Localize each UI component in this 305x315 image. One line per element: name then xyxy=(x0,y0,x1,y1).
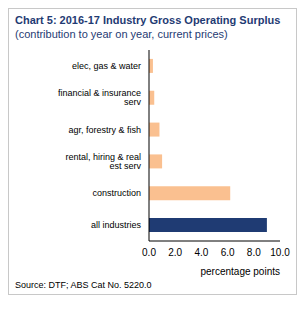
svg-text:rental, hiring & realest serv: rental, hiring & realest serv xyxy=(65,152,141,171)
svg-text:2.0: 2.0 xyxy=(168,247,182,258)
svg-text:10.0: 10.0 xyxy=(270,247,290,258)
svg-text:8.0: 8.0 xyxy=(247,247,261,258)
html-text:Source: DTF; ABS Cat No. 5220.: Source: DTF; ABS Cat No. 5220.0 xyxy=(15,280,152,290)
html-text:Chart 5: 2016-17 Industry Gros: Chart 5: 2016-17 Industry Gross Operatin… xyxy=(15,14,281,26)
svg-text:financial & insuranceserv: financial & insuranceserv xyxy=(58,88,142,107)
svg-text:0.0: 0.0 xyxy=(142,247,156,258)
svg-text:4.0: 4.0 xyxy=(194,247,208,258)
svg-text:agr, forestry & fish: agr, forestry & fish xyxy=(68,125,141,135)
svg-text:elec, gas & water: elec, gas & water xyxy=(72,61,141,71)
svg-text:all industries: all industries xyxy=(91,220,142,230)
svg-text:percentage points: percentage points xyxy=(200,266,280,277)
svg-text:construction: construction xyxy=(92,188,141,198)
html-text:(contribution to year on year,: (contribution to year on year, current p… xyxy=(15,28,228,40)
svg-text:6.0: 6.0 xyxy=(221,247,235,258)
